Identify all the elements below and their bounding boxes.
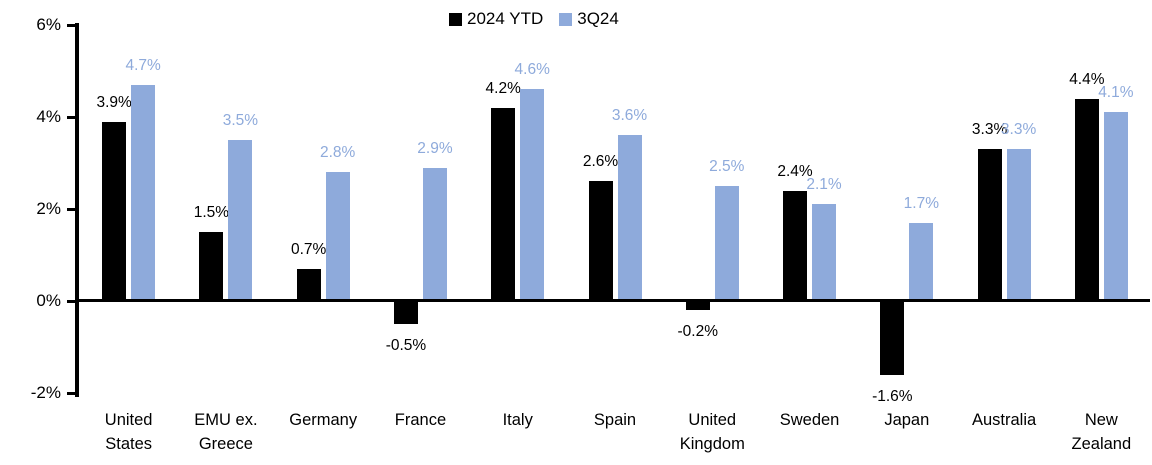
category-label: Italy: [502, 411, 533, 429]
bar-3q24: [228, 140, 253, 301]
bar-value-label: 4.2%: [485, 79, 521, 97]
bar-value-label: 4.7%: [125, 56, 161, 74]
bar-3q24: [422, 167, 447, 301]
y-axis-line: [75, 23, 79, 397]
y-axis-tick-label: 0%: [36, 291, 61, 310]
x-axis-line: [75, 299, 1150, 302]
bar-value-label: 3.3%: [1000, 121, 1037, 139]
bar-2024-ytd: [685, 301, 710, 311]
legend-label: 3Q24: [577, 9, 619, 28]
bar-value-label: 2.5%: [709, 158, 745, 175]
y-axis-tick-label: 4%: [36, 107, 61, 126]
bar-value-label: 3.9%: [96, 93, 132, 111]
legend-marker-black-square: [449, 12, 462, 26]
bar-value-label: 4.1%: [1098, 84, 1134, 102]
bar-3q24: [909, 222, 934, 301]
bar-value-label: 2.1%: [806, 176, 842, 194]
y-axis-tick: [67, 208, 75, 211]
bar-3q24: [1006, 149, 1031, 301]
category-label: United Kingdom: [679, 411, 745, 453]
bar-value-label: 3.6%: [611, 107, 648, 125]
y-axis-tick-label: 6%: [36, 15, 61, 34]
bar-2024-ytd: [880, 301, 905, 375]
legend-marker-blue-square: [559, 12, 573, 26]
y-axis-tick: [67, 24, 75, 27]
bar-2024-ytd: [491, 107, 516, 301]
category-label: Australia: [971, 411, 1037, 429]
bar-value-label: 4.4%: [1069, 70, 1105, 88]
y-axis-tick: [67, 300, 75, 303]
bar-value-label: 0.7%: [291, 240, 327, 258]
bar-value-label: 3.3%: [971, 121, 1008, 139]
bar-value-label: 1.7%: [903, 194, 939, 212]
bar-2024-ytd: [102, 121, 127, 301]
category-label: EMU ex. Greece: [194, 411, 258, 453]
bar-2024-ytd: [783, 190, 808, 301]
category-label: United States: [104, 411, 153, 453]
category-label: Japan: [884, 411, 930, 429]
category-label: France: [394, 411, 447, 429]
bar-3q24: [714, 186, 739, 301]
y-axis-tick: [67, 116, 75, 119]
bar-3q24: [617, 135, 642, 301]
legend-item: 3Q24: [559, 9, 619, 29]
bar-2024-ytd: [296, 268, 321, 301]
y-axis-tick: [67, 392, 75, 395]
bar-value-label: 2.4%: [777, 162, 813, 180]
legend-item: 2024 YTD: [449, 9, 543, 29]
chart-legend: 2024 YTD 3Q24: [449, 8, 619, 30]
y-axis-tick-label: -2%: [30, 383, 61, 402]
legend-label: 2024 YTD: [467, 9, 544, 28]
bar-2024-ytd: [1074, 98, 1099, 301]
bar-3q24: [1103, 112, 1128, 301]
bar-2024-ytd: [199, 232, 224, 301]
category-label: Spain: [593, 411, 637, 429]
bar-value-label: 2.6%: [582, 153, 619, 171]
bar-value-label: 2.9%: [417, 139, 453, 157]
bar-value-label: 1.5%: [193, 204, 230, 221]
category-label: Germany: [289, 411, 358, 429]
bar-value-label: 3.5%: [222, 112, 259, 129]
bar-value-label: -0.2%: [677, 323, 719, 341]
bar-3q24: [812, 204, 837, 301]
bar-3q24: [325, 172, 350, 301]
bar-3q24: [520, 89, 545, 301]
bar-value-label: -1.6%: [872, 387, 913, 405]
bar-value-label: 2.8%: [320, 144, 356, 162]
y-axis-tick-label: 2%: [36, 199, 61, 218]
bar-2024-ytd: [588, 181, 613, 301]
bar-2024-ytd: [393, 301, 418, 324]
bar-2024-ytd: [977, 149, 1002, 301]
category-label: Sweden: [779, 411, 840, 429]
bar-value-label: 4.6%: [514, 61, 550, 79]
bar-3q24: [131, 84, 156, 301]
category-label: New Zealand: [1071, 411, 1132, 453]
bar-value-label: -0.5%: [385, 337, 427, 354]
